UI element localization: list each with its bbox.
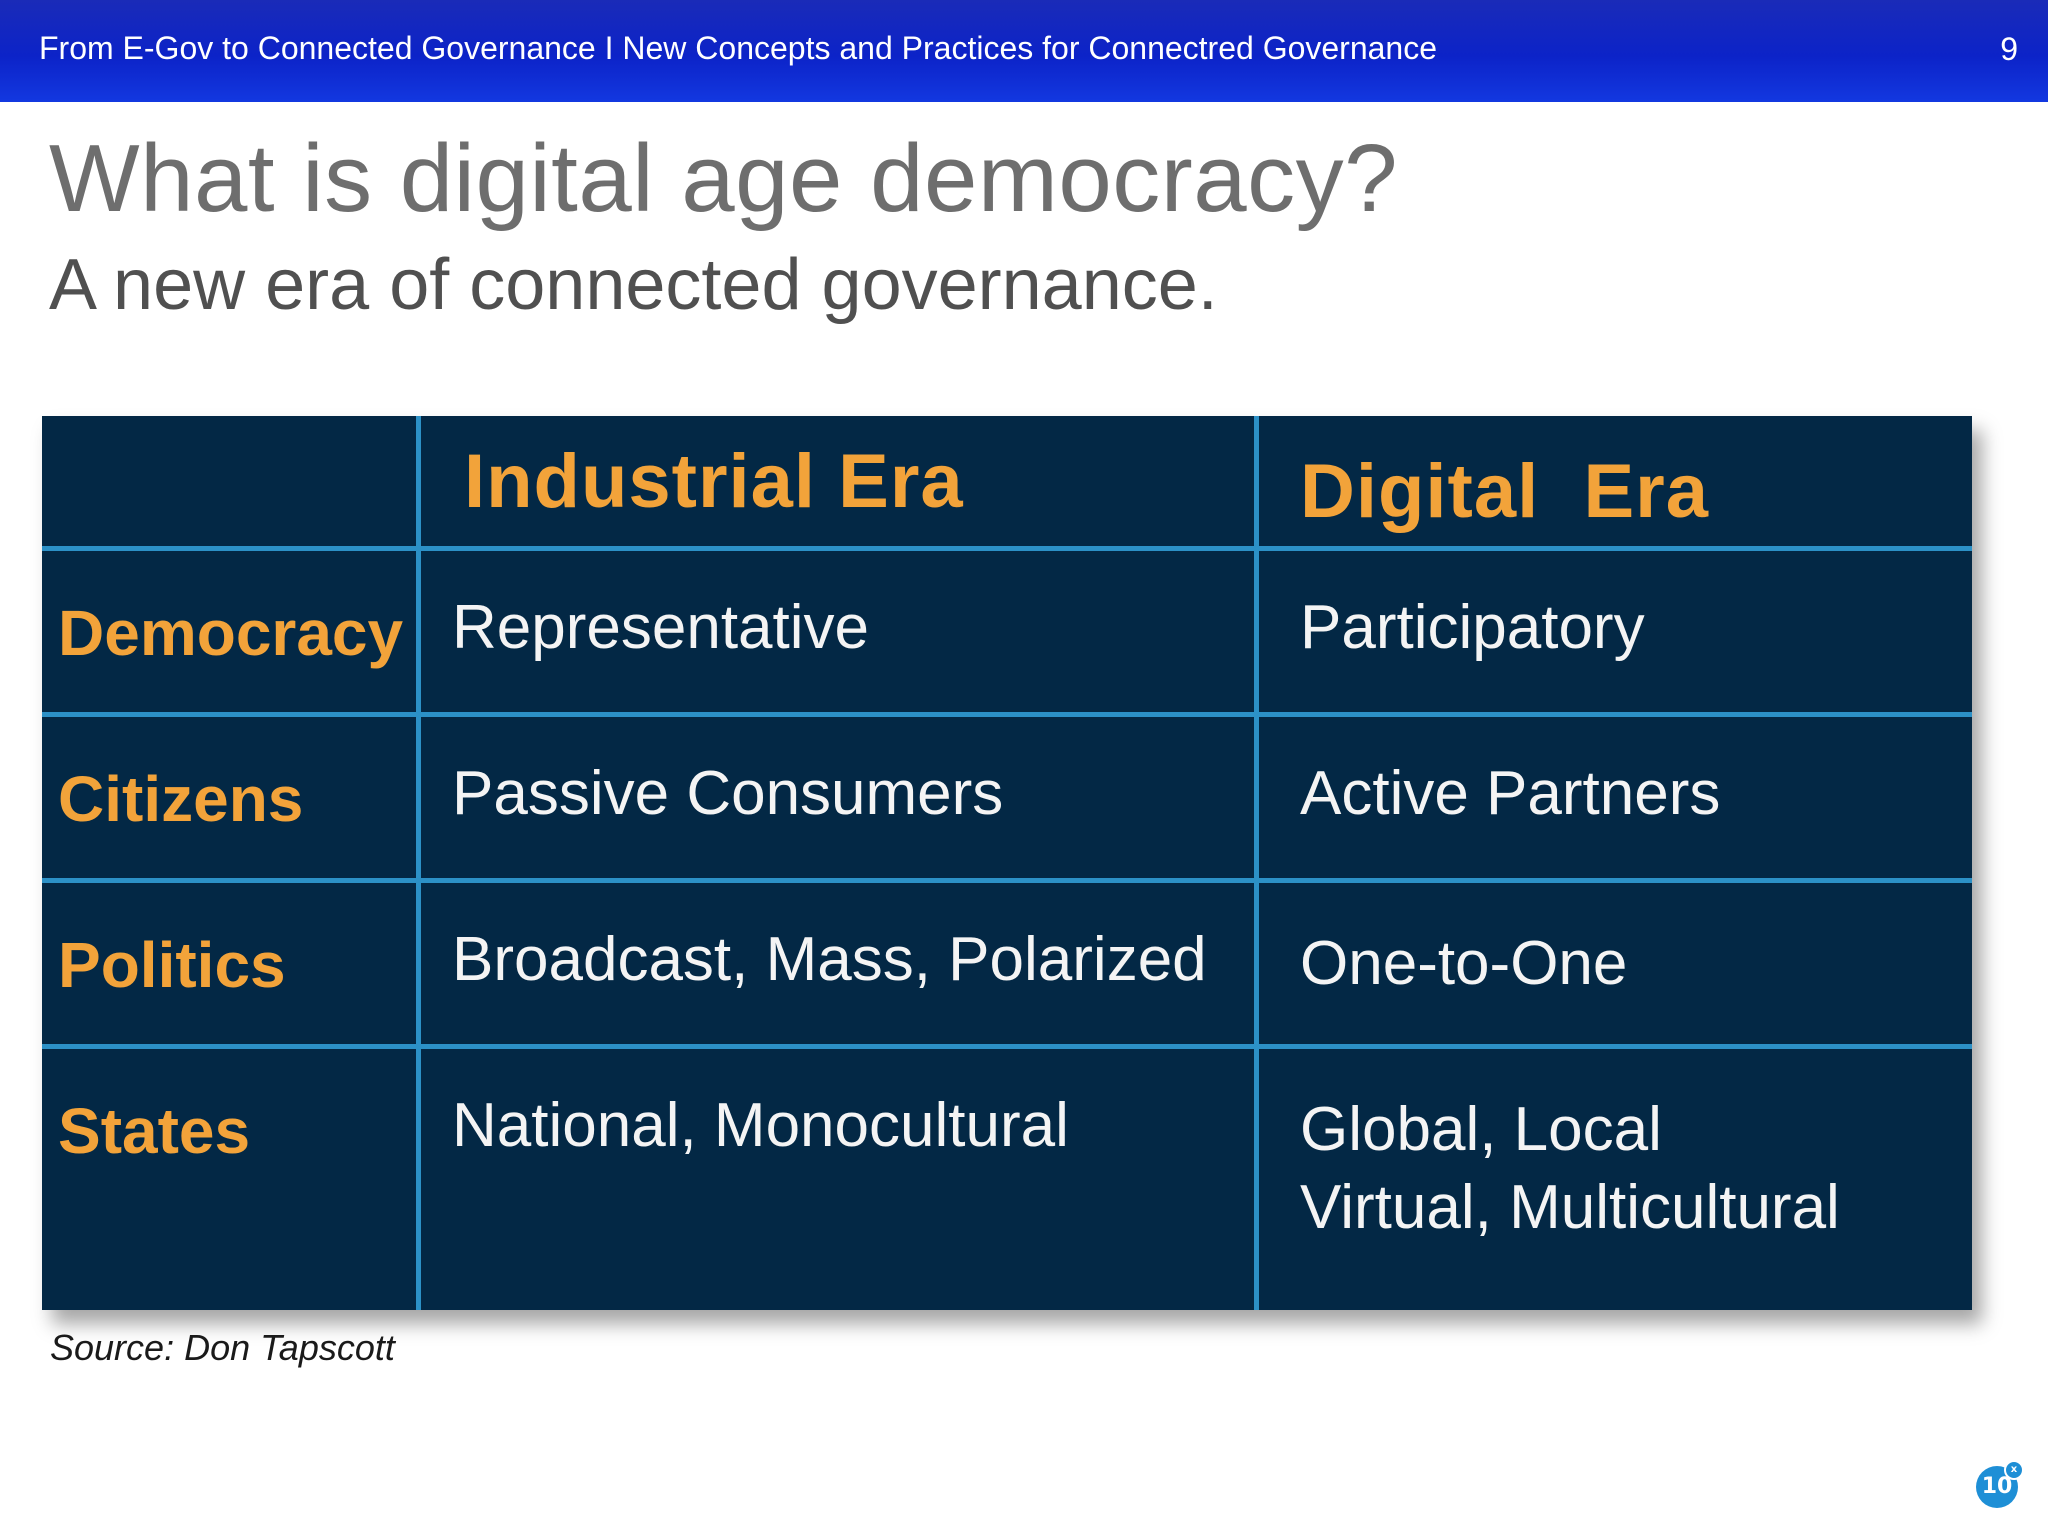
table-cell-industrial: Broadcast, Mass, Polarized: [452, 921, 1207, 999]
column-header-digital-era: Digital Era: [1300, 449, 1709, 534]
table-cell-digital: Participatory: [1300, 589, 1645, 667]
cell-text: National, Monocultural: [452, 1091, 1069, 1160]
cell-text: One-to-One: [1300, 929, 1628, 998]
table-cell-digital: One-to-One: [1300, 925, 1627, 1003]
cell-text: Participatory: [1300, 593, 1645, 662]
page-number: 9: [2000, 31, 2018, 67]
table-cell-industrial: National, Monocultural: [452, 1087, 1069, 1165]
slide-subtitle: A new era of connected governance.: [49, 245, 1218, 325]
row-header-politics: Politics: [58, 929, 286, 1001]
header-bar: From E-Gov to Connected Governance I New…: [0, 0, 2048, 102]
table-cell-industrial: Passive Consumers: [452, 755, 1003, 833]
row-header-states: States: [58, 1095, 251, 1167]
cell-text: Representative: [452, 593, 870, 662]
header-title: From E-Gov to Connected Governance I New…: [39, 30, 1438, 66]
row-header-democracy: Democracy: [58, 597, 404, 669]
column-header-industrial-era: Industrial Era: [464, 439, 964, 524]
close-icon[interactable]: x: [2004, 1460, 2024, 1480]
badge-count: 10: [1981, 1474, 2013, 1499]
table-cell-digital: Global, Local Virtual, Multicultural: [1300, 1091, 1840, 1247]
comparison-table: Industrial Era Digital Era Democracy Rep…: [42, 416, 1972, 1310]
table-divider-horizontal: [42, 712, 1972, 717]
source-citation: Source: Don Tapscott: [50, 1327, 395, 1368]
cell-text: Broadcast, Mass, Polarized: [452, 925, 1207, 994]
table-cell-digital: Active Partners: [1300, 755, 1720, 833]
slide-title: What is digital age democracy?: [49, 125, 1398, 232]
table-divider-horizontal: [42, 878, 1972, 883]
table-divider-horizontal: [42, 1044, 1972, 1049]
notification-badge[interactable]: 10 x: [1976, 1460, 2024, 1508]
row-header-citizens: Citizens: [58, 763, 304, 835]
cell-text: Active Partners: [1300, 759, 1721, 828]
table-divider-vertical: [416, 416, 421, 1310]
cell-text: Passive Consumers: [452, 759, 1004, 828]
table-divider-vertical: [1254, 416, 1259, 1310]
table-cell-industrial: Representative: [452, 589, 869, 667]
cell-text: Global, Local: [1300, 1095, 1662, 1164]
cell-text: Virtual, Multicultural: [1300, 1173, 1840, 1242]
table-divider-horizontal: [42, 546, 1972, 551]
